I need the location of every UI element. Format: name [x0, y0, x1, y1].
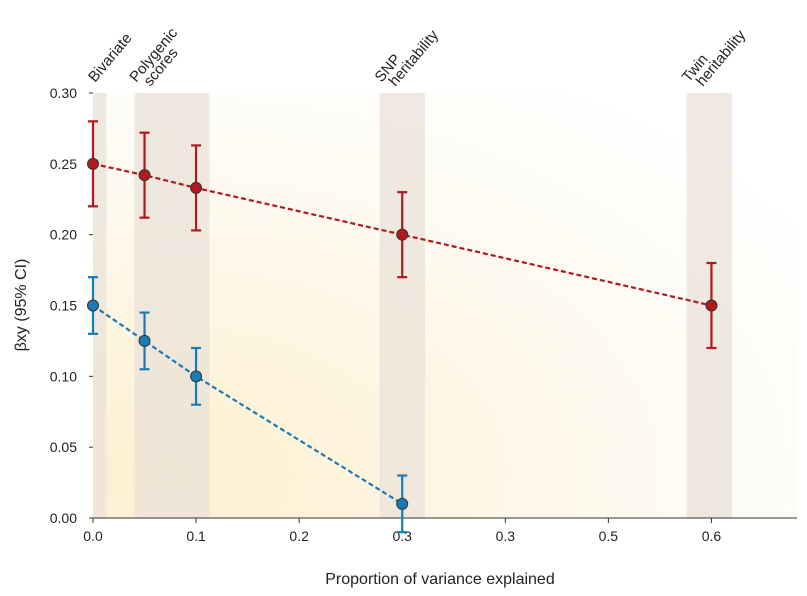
x-tick-label: 0.2 — [289, 528, 309, 544]
x-axis-label: Proportion of variance explained — [325, 571, 554, 588]
x-tick-label: 0.3 — [496, 528, 516, 544]
band — [379, 93, 425, 518]
point — [190, 181, 203, 194]
x-tick-label: 0.6 — [702, 528, 722, 544]
x-tick-label: 0.5 — [599, 528, 619, 544]
y-tick-label: 0.15 — [50, 298, 77, 314]
point — [87, 157, 99, 170]
y-tick-label: 0.00 — [50, 510, 77, 526]
point — [190, 370, 203, 383]
point — [138, 169, 151, 182]
y-axis-label: βxy (95% CI) — [13, 259, 30, 352]
point — [705, 299, 718, 312]
plot-background — [93, 93, 797, 518]
x-tick-label: 0.1 — [186, 528, 206, 544]
band — [93, 93, 107, 518]
x-tick-label: 0.0 — [83, 528, 103, 544]
y-tick-label: 0.30 — [50, 85, 77, 101]
point — [138, 334, 151, 347]
y-tick-label: 0.05 — [50, 439, 77, 455]
point — [396, 497, 409, 510]
y-tick-label: 0.10 — [50, 368, 77, 384]
y-tick-label: 0.25 — [50, 156, 77, 172]
y-tick-label: 0.20 — [50, 227, 77, 243]
point — [87, 299, 99, 312]
point — [396, 228, 409, 241]
